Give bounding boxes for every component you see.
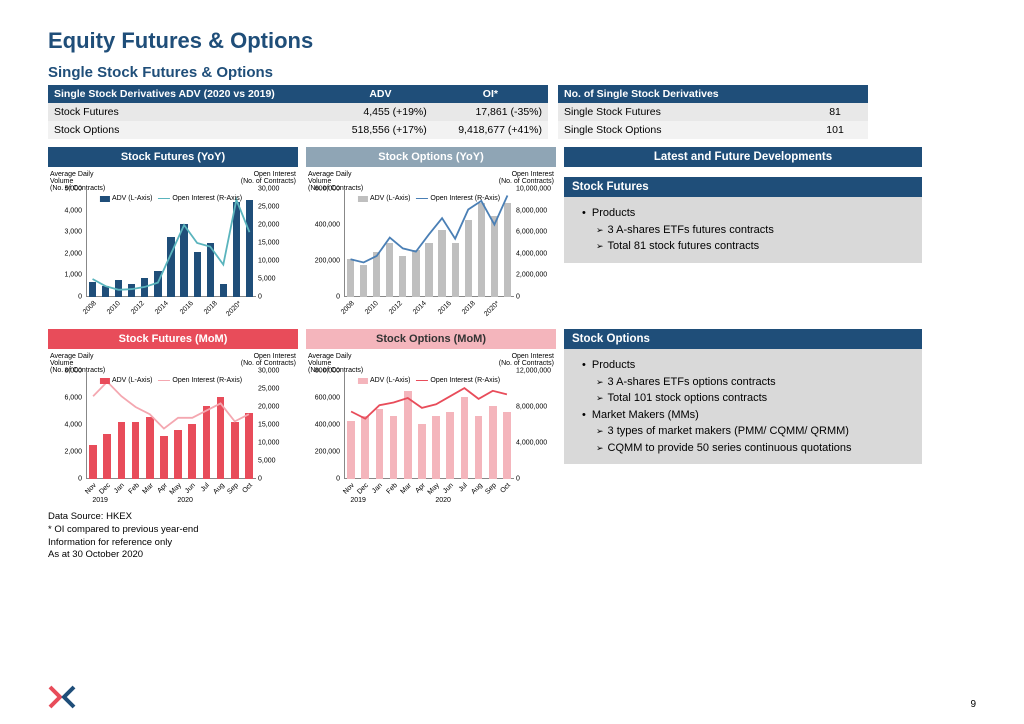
page-number: 9 [970, 699, 976, 710]
row-mom: Stock Futures (MoM) Average Daily Volume(… [48, 329, 976, 503]
list-item: 3 A-shares ETFs futures contracts [582, 222, 910, 239]
sf-subheader: Stock Futures [564, 177, 922, 197]
so-subheader: Stock Options [564, 329, 922, 349]
page-title: Equity Futures & Options [48, 28, 976, 54]
td: Single Stock Futures [558, 103, 802, 121]
td: 518,556 (+17%) [328, 121, 433, 139]
list-item: 3 types of market makers (PMM/ CQMM/ QRM… [582, 423, 910, 440]
chart-box: Average Daily Volume(No. of Contracts)Op… [306, 171, 556, 321]
td: Stock Futures [48, 103, 328, 121]
so-box: Products3 A-shares ETFs options contract… [564, 349, 922, 464]
th: ADV [328, 85, 433, 103]
chart-title: Stock Futures (MoM) [48, 329, 298, 349]
td: 81 [802, 103, 868, 121]
td: 101 [802, 121, 868, 139]
footer-line: As at 30 October 2020 [48, 549, 976, 562]
list-item: Products [582, 357, 910, 374]
adv-table: Single Stock Derivatives ADV (2020 vs 20… [48, 85, 548, 139]
chart-so-mom: Stock Options (MoM) Average Daily Volume(… [306, 329, 556, 503]
count-table: No. of Single Stock Derivatives Single S… [558, 85, 868, 139]
chart-box: Average Daily Volume(No. of Contracts)Op… [48, 353, 298, 503]
chart-sf-yoy: Stock Futures (YoY) Average Daily Volume(… [48, 147, 298, 321]
sf-list: Products3 A-shares ETFs futures contract… [576, 205, 910, 255]
chart-sf-mom: Stock Futures (MoM) Average Daily Volume(… [48, 329, 298, 503]
dev-header: Latest and Future Developments [564, 147, 922, 167]
options-col: Stock Options Products3 A-shares ETFs op… [564, 329, 922, 503]
list-item: Total 101 stock options contracts [582, 390, 910, 407]
chart-title: Stock Options (MoM) [306, 329, 556, 349]
list-item: 3 A-shares ETFs options contracts [582, 374, 910, 391]
row-yoy: Stock Futures (YoY) Average Daily Volume(… [48, 147, 976, 321]
developments-col: Latest and Future Developments Stock Fut… [564, 147, 922, 321]
footer-line: * OI compared to previous year-end [48, 524, 976, 537]
th: No. of Single Stock Derivatives [558, 85, 868, 103]
chart-title: Stock Futures (YoY) [48, 147, 298, 167]
sf-box: Products3 A-shares ETFs futures contract… [564, 197, 922, 263]
th: Single Stock Derivatives ADV (2020 vs 20… [48, 85, 328, 103]
td: 17,861 (-35%) [433, 103, 548, 121]
td: 4,455 (+19%) [328, 103, 433, 121]
td: 9,418,677 (+41%) [433, 121, 548, 139]
list-item: Total 81 stock futures contracts [582, 238, 910, 255]
td: Stock Options [48, 121, 328, 139]
so-list: Products3 A-shares ETFs options contract… [576, 357, 910, 456]
chart-so-yoy: Stock Options (YoY) Average Daily Volume(… [306, 147, 556, 321]
footer-notes: Data Source: HKEX * OI compared to previ… [48, 511, 976, 562]
footer-line: Data Source: HKEX [48, 511, 976, 524]
chart-box: Average Daily Volume(No. of Contracts)Op… [48, 171, 298, 321]
list-item: Market Makers (MMs) [582, 407, 910, 424]
td: Single Stock Options [558, 121, 802, 139]
list-item: CQMM to provide 50 series continuous quo… [582, 440, 910, 457]
list-item: Products [582, 205, 910, 222]
chart-title: Stock Options (YoY) [306, 147, 556, 167]
page-subtitle: Single Stock Futures & Options [48, 64, 976, 81]
th: OI* [433, 85, 548, 103]
tables-row: Single Stock Derivatives ADV (2020 vs 20… [48, 85, 976, 139]
chart-box: Average Daily Volume(No. of Contracts)Op… [306, 353, 556, 503]
footer-line: Information for reference only [48, 537, 976, 550]
hkex-logo-icon [48, 685, 76, 712]
